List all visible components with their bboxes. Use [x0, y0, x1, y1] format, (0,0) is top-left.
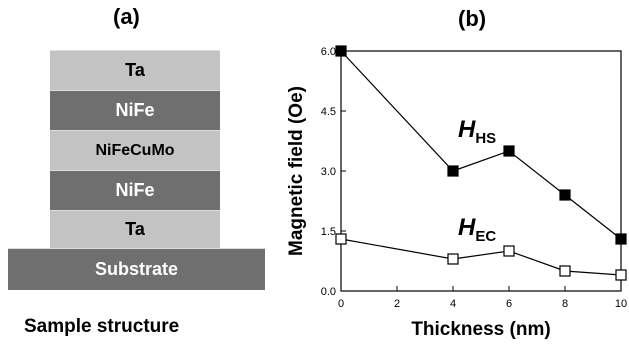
- x-tick-label: 0: [338, 298, 344, 310]
- x-tick-label: 2: [394, 298, 400, 310]
- x-axis-title: Thickness (nm): [411, 319, 550, 340]
- series-group: [335, 45, 627, 281]
- data-point-hs: [503, 145, 515, 157]
- data-point-hs: [335, 45, 347, 57]
- x-tick-label: 10: [615, 298, 627, 310]
- x-tick-label: 8: [562, 298, 568, 310]
- y-tick-label: 1.5: [321, 226, 336, 238]
- panel-b-label: (b): [458, 6, 486, 31]
- layer-nifecumo: NiFeCuMo: [50, 130, 220, 170]
- layer-nife-lower: NiFe: [50, 170, 220, 210]
- y-tick-label: 3.0: [321, 166, 336, 178]
- x-tick-label: 6: [506, 298, 512, 310]
- layer-ta-top: Ta: [50, 50, 220, 90]
- series-label-ec: HEC: [458, 214, 496, 245]
- data-point-hs: [447, 165, 459, 177]
- substrate-layer: Substrate: [8, 248, 265, 290]
- y-tick-label: 6.0: [321, 46, 336, 58]
- data-point-ec: [615, 269, 627, 281]
- panel-a-label: (a): [113, 4, 140, 29]
- data-point-ec: [335, 233, 347, 245]
- data-point-ec: [559, 265, 571, 277]
- layer-ta-bottom: Ta: [50, 210, 220, 248]
- y-axis-title: Magnetic field (Oe): [286, 86, 307, 256]
- series-label-hs: HHS: [458, 116, 496, 147]
- x-axis: 0 2 4 6 8 10: [338, 286, 627, 310]
- y-tick-label: 0.0: [321, 286, 336, 298]
- data-point-hs: [615, 233, 627, 245]
- y-axis: 0.0 1.5 3.0 4.5 6.0: [321, 46, 346, 298]
- layer-nife-upper: NiFe: [50, 90, 220, 130]
- x-tick-label: 4: [450, 298, 456, 310]
- y-tick-label: 4.5: [321, 106, 336, 118]
- data-point-ec: [503, 245, 515, 257]
- data-point-hs: [559, 189, 571, 201]
- data-point-ec: [447, 253, 459, 265]
- structure-caption: Sample structure: [24, 316, 180, 337]
